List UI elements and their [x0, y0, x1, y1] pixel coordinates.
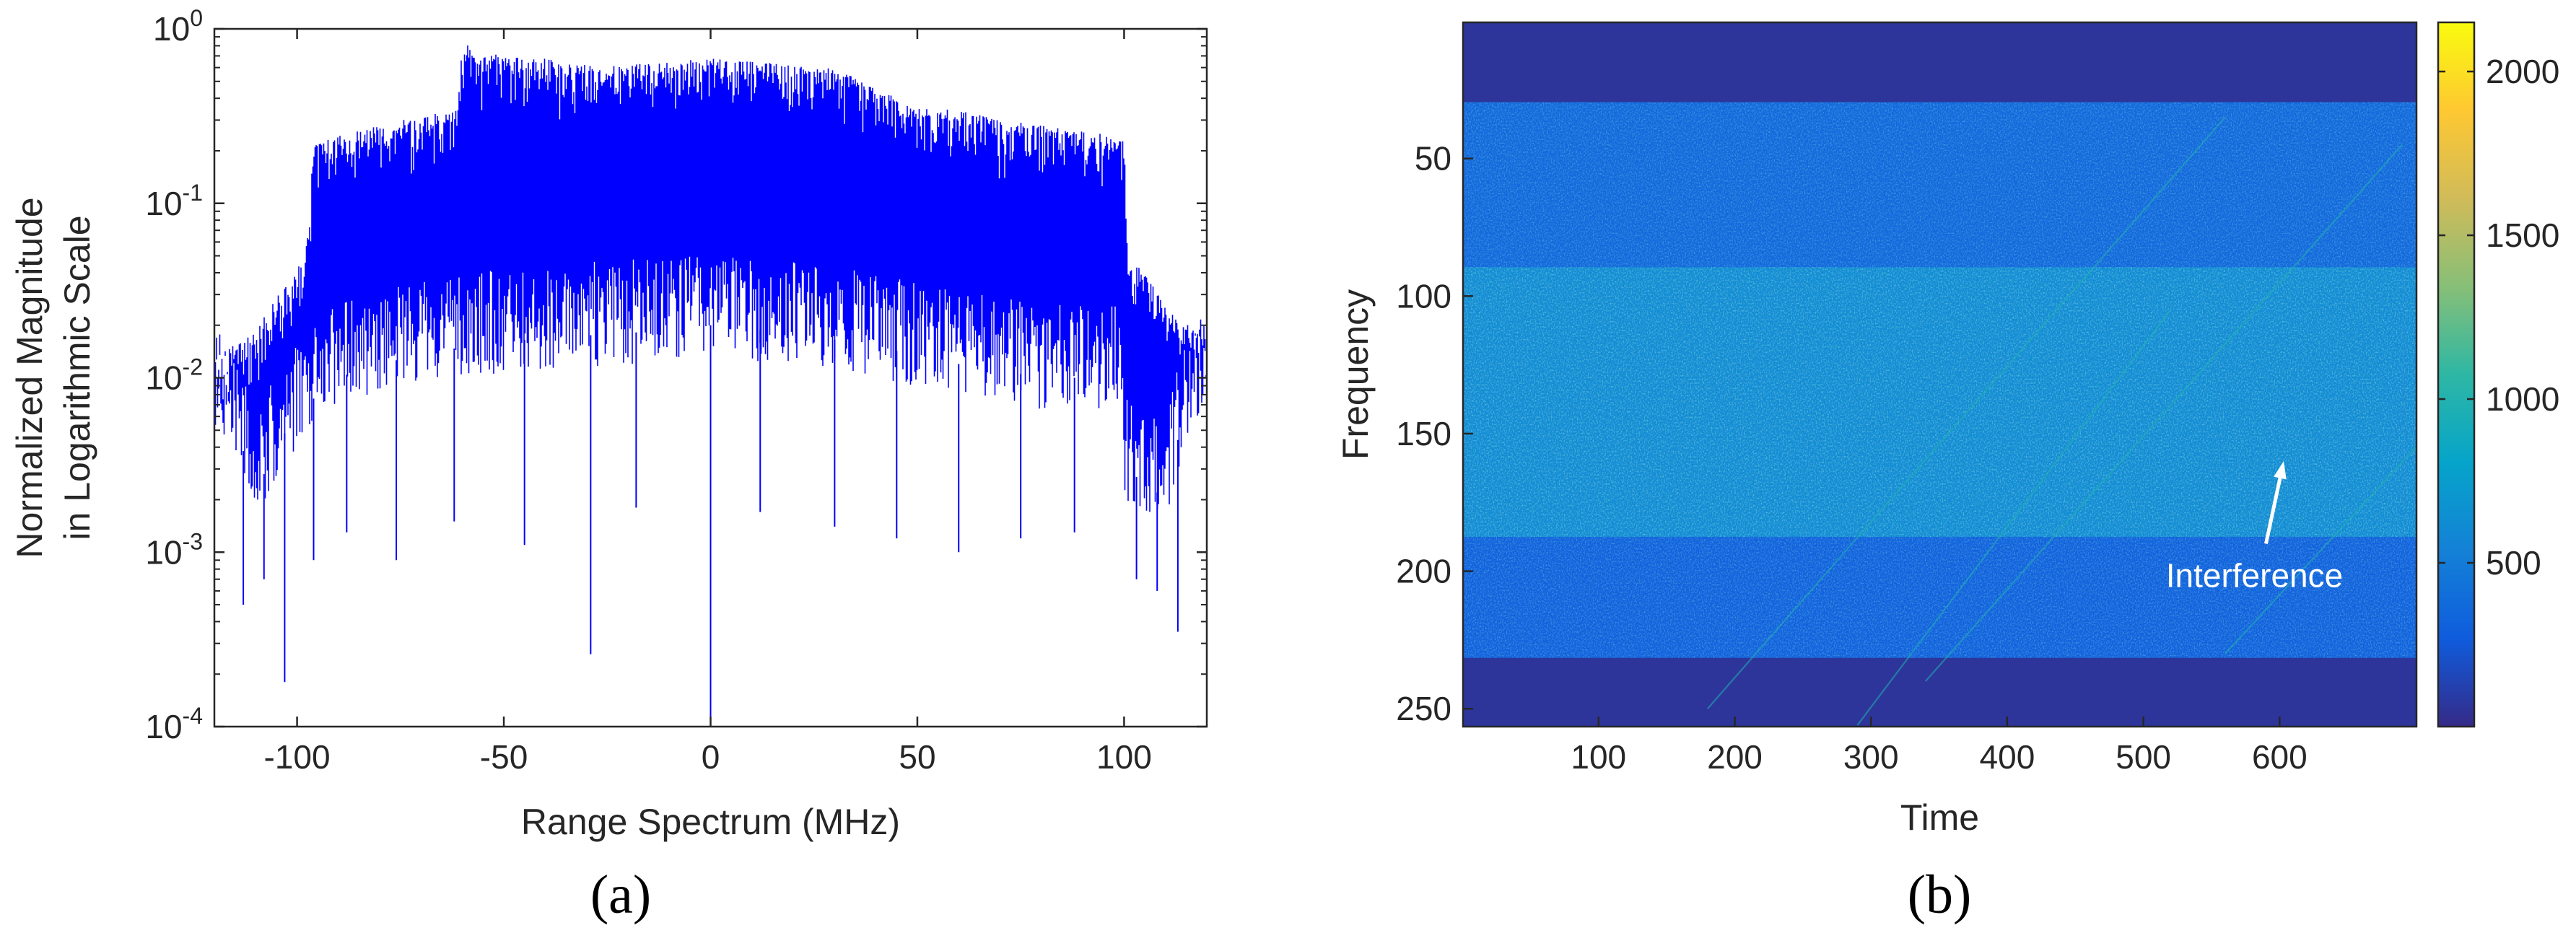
x-tick-label-a: -50: [480, 738, 528, 776]
spectrum-series: [214, 45, 1207, 727]
y-tick-label-b: 150: [1396, 415, 1451, 452]
y-axis-label-b: Frequency: [1335, 289, 1376, 460]
y-ticks-a: 10-4 10-3 10-2 10-1 100: [145, 5, 1207, 745]
panel-label-a: (a): [590, 864, 651, 925]
y-tick-label-a: 10-1: [145, 180, 203, 222]
y-tick-label-b: 250: [1396, 690, 1451, 727]
x-tick-label-b: 500: [2116, 738, 2171, 776]
x-tick-label-b: 600: [2252, 738, 2308, 776]
interference-arrow: [2264, 478, 2282, 544]
axes-frame-b: [1462, 21, 2418, 728]
interference-trace-2: [1924, 144, 2403, 682]
x-tick-label-a: 0: [702, 738, 720, 776]
x-tick-label-b: 400: [1980, 738, 2035, 776]
colorbar-gradient: [2437, 21, 2476, 728]
panel-b-heatmap: 100 200 300 400 500 600 50 100 150 200 250 Time F…: [1335, 21, 2559, 925]
y-tick-label-a: 10-4: [145, 703, 203, 745]
frequency-band-0: [1463, 22, 2416, 105]
band-noise-light-1: [1463, 102, 2416, 271]
interference-annotation: Interference: [2166, 461, 2343, 594]
y-tick-label-b: 200: [1396, 553, 1451, 590]
frequency-band-4: [1463, 657, 2416, 727]
x-tick-label-a: 100: [1096, 738, 1152, 776]
colorbar-tick-label: 1500: [2486, 216, 2559, 254]
y-tick-label-a: 10-3: [145, 528, 203, 571]
x-axis-label-a: Range Spectrum (MHz): [521, 802, 900, 842]
x-tick-label-a: -100: [264, 738, 331, 776]
interference-trace-1: [1856, 309, 2172, 726]
y-tick-label-b: 100: [1396, 277, 1451, 315]
band-noise-light-2: [1463, 267, 2416, 540]
x-tick-label-b: 300: [1843, 738, 1899, 776]
x-ticks-a: -100 -50 0 50 100: [264, 29, 1152, 776]
colorbar-ticks: 500 1000 1500 2000: [2438, 53, 2559, 582]
interference-arrow-head: [2274, 461, 2287, 480]
x-tick-label-b: 200: [1707, 738, 1763, 776]
panel-label-b: (b): [1908, 864, 1972, 925]
panel-a-spectrum-plot: -100 -50 0 50 100 10-4 10-3 10-2 10-1 100 Range …: [9, 5, 1208, 925]
colorbar-tick-label: 2000: [2486, 53, 2559, 90]
y-ticks-b: 50 100 150 200 250: [1396, 140, 1473, 727]
y-axis-label-a-line2: in Logarithmic Scale: [57, 215, 97, 540]
y-tick-label-a: 10-2: [145, 354, 203, 397]
interference-trace-3: [2224, 447, 2416, 654]
y-tick-label-b: 50: [1415, 140, 1451, 178]
interference-trace-0: [1706, 116, 2226, 709]
x-tick-label-a: 50: [899, 738, 935, 776]
colorbar: 500 1000 1500 2000: [2437, 21, 2559, 728]
interference-label: Interference: [2166, 556, 2343, 594]
y-tick-label-a: 100: [153, 5, 203, 48]
colorbar-tick-label: 500: [2486, 544, 2541, 582]
heatmap-image: [1463, 22, 2416, 727]
spectrum-trace: [214, 45, 1207, 512]
x-axis-label-b: Time: [1900, 797, 1979, 838]
x-ticks-b: 100 200 300 400 500 600: [1571, 717, 2308, 776]
band-noise-light-3: [1463, 536, 2416, 661]
colorbar-tick-label: 1000: [2486, 380, 2559, 418]
y-axis-label-a-line1: Normalized Magnitude: [9, 197, 50, 558]
x-tick-label-b: 100: [1571, 738, 1626, 776]
